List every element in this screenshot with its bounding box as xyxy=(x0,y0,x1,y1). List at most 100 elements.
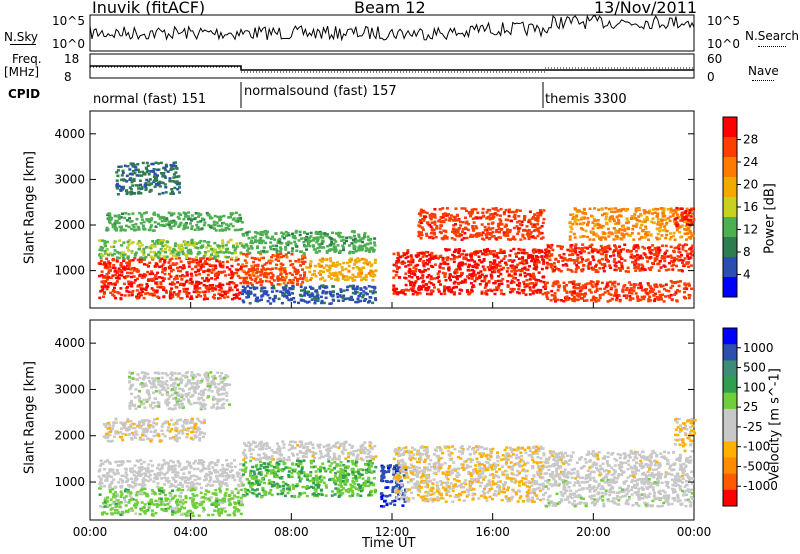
data-cell xyxy=(500,223,504,226)
data-cell xyxy=(213,278,217,281)
data-cell xyxy=(509,264,513,267)
data-cell xyxy=(268,280,272,283)
data-cell xyxy=(579,217,583,221)
data-cell xyxy=(428,236,432,239)
data-cell xyxy=(198,287,202,290)
data-cell xyxy=(245,292,249,295)
colorbar-tick-label: 28 xyxy=(743,133,758,147)
data-cell xyxy=(187,514,191,517)
data-cell xyxy=(112,494,116,498)
data-cell xyxy=(224,491,228,495)
data-cell xyxy=(291,292,294,295)
data-cell xyxy=(122,185,126,189)
data-cell xyxy=(612,254,616,257)
data-cell xyxy=(673,259,676,262)
data-cell xyxy=(662,207,666,210)
data-cell xyxy=(169,252,173,255)
data-cell xyxy=(536,288,540,292)
data-cell xyxy=(687,218,691,222)
data-cell xyxy=(605,283,609,286)
data-cell xyxy=(204,260,208,263)
data-cell xyxy=(142,172,146,175)
data-cell xyxy=(362,276,366,280)
beam-label: Beam 12 xyxy=(354,0,426,17)
data-cell xyxy=(483,228,487,232)
data-cell xyxy=(665,233,669,237)
data-cell xyxy=(105,257,109,260)
data-cell xyxy=(217,224,220,227)
data-cell xyxy=(552,282,556,285)
data-cell xyxy=(196,253,200,256)
data-cell xyxy=(221,294,224,297)
data-cell xyxy=(297,260,301,263)
data-cell xyxy=(632,238,636,241)
data-cell xyxy=(347,244,351,247)
data-cell xyxy=(182,287,186,291)
data-cell xyxy=(411,292,415,296)
data-cell xyxy=(215,259,219,263)
data-cell xyxy=(273,254,277,258)
data-cell xyxy=(173,263,177,266)
data-cell xyxy=(627,281,631,284)
data-cell xyxy=(369,274,373,277)
data-cell xyxy=(648,246,652,249)
data-cell xyxy=(177,217,181,220)
data-cell xyxy=(346,285,350,289)
data-cell xyxy=(639,285,643,289)
data-cell xyxy=(467,276,471,280)
data-cell xyxy=(137,184,141,187)
data-cell xyxy=(330,273,334,276)
data-cell xyxy=(546,291,550,295)
data-cell xyxy=(622,294,626,297)
data-cell xyxy=(199,281,203,285)
data-cell xyxy=(575,265,579,269)
data-cell xyxy=(373,291,377,294)
data-cell xyxy=(500,259,504,262)
data-cell xyxy=(511,260,514,263)
data-cell xyxy=(688,294,692,297)
data-cell xyxy=(516,227,520,230)
data-cell xyxy=(498,218,502,221)
data-cell xyxy=(173,509,177,512)
data-cell xyxy=(533,248,537,251)
data-cell xyxy=(135,268,139,271)
data-cell xyxy=(217,498,221,502)
data-cell xyxy=(176,281,180,284)
data-cell xyxy=(359,288,363,291)
data-cell xyxy=(569,246,573,249)
data-cell xyxy=(355,266,359,269)
cpid-label: CPID xyxy=(8,87,41,101)
data-cell xyxy=(599,244,603,248)
data-cell xyxy=(274,267,278,270)
data-cell xyxy=(527,228,531,232)
data-cell xyxy=(595,287,599,291)
data-cell xyxy=(442,213,446,216)
data-cell xyxy=(279,242,283,245)
data-cell xyxy=(567,258,571,261)
data-cell xyxy=(219,224,223,228)
data-cell xyxy=(561,259,565,263)
data-cell xyxy=(312,244,316,248)
data-cell xyxy=(490,275,493,278)
data-cell xyxy=(234,293,238,297)
data-cell xyxy=(246,294,250,297)
data-cell xyxy=(173,186,177,190)
data-cell xyxy=(628,234,632,237)
data-cell xyxy=(222,507,226,510)
data-cell xyxy=(233,228,237,232)
data-cell xyxy=(171,179,175,183)
data-cell xyxy=(319,295,323,299)
data-cell xyxy=(295,249,299,252)
data-cell xyxy=(221,244,225,248)
data-cell xyxy=(127,265,131,268)
data-cell xyxy=(528,273,532,276)
data-cell xyxy=(671,209,675,213)
data-cell xyxy=(441,267,445,270)
data-cell xyxy=(102,239,106,243)
data-cell xyxy=(197,514,201,517)
cpid-segment-2: normalsound (fast) 157 xyxy=(244,84,397,99)
data-cell xyxy=(117,291,121,295)
data-cell xyxy=(664,295,667,298)
data-cell xyxy=(115,227,118,231)
data-cell xyxy=(473,263,477,266)
